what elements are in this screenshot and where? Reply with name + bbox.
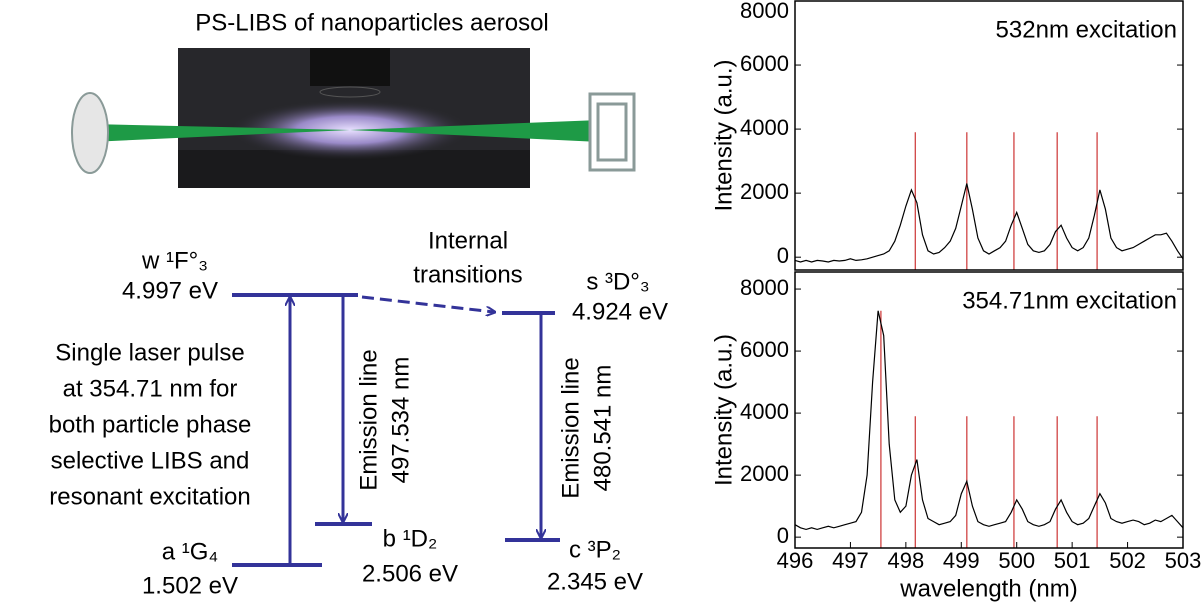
level-name: s ³D°₃ (586, 268, 649, 295)
y-tick-label: 8000 (740, 275, 789, 300)
note-line: at 354.71 nm for (63, 375, 238, 402)
y-tick-label: 2000 (740, 179, 789, 204)
y-tick-label: 2000 (740, 461, 789, 486)
emission-label: Emission line (557, 357, 584, 498)
level-energy: 2.506 eV (362, 560, 458, 587)
level-energy: 2.345 eV (547, 568, 643, 595)
x-tick-label: 503 (1165, 548, 1202, 573)
annotation: 532nm excitation (996, 16, 1177, 43)
emission-label: 497.534 nm (387, 357, 414, 484)
x-tick-label: 496 (777, 548, 814, 573)
level-energy: 1.502 eV (142, 572, 238, 599)
internal-label: transitions (413, 261, 522, 288)
y-axis-label: Intensity (a.u.) (710, 334, 737, 486)
y-tick-label: 4000 (740, 115, 789, 140)
y-tick-label: 6000 (740, 337, 789, 362)
note-line: both particle phase (49, 411, 252, 438)
level-name: c ³P₂ (569, 536, 621, 563)
y-tick-label: 8000 (740, 0, 789, 23)
x-tick-label: 502 (1109, 548, 1146, 573)
note-line: Single laser pulse (55, 339, 244, 366)
plot-frame (794, 271, 1184, 549)
x-tick-label: 501 (1054, 548, 1091, 573)
x-tick-label: 498 (887, 548, 924, 573)
y-axis-label: Intensity (a.u.) (710, 59, 737, 211)
internal-label: Internal (428, 227, 508, 254)
setup-photo (71, 48, 636, 188)
spectrum-line (794, 183, 1184, 263)
note-line: selective LIBS and (51, 447, 250, 474)
x-axis-label: wavelength (nm) (899, 575, 1077, 602)
level-energy: 4.924 eV (572, 298, 668, 325)
y-tick-label: 4000 (740, 399, 789, 424)
level-name: b ¹D₂ (383, 525, 438, 552)
annotation: 354.71nm excitation (962, 287, 1177, 314)
y-tick-label: 0 (777, 243, 789, 268)
emission-label: Emission line (355, 349, 382, 490)
x-tick-label: 500 (998, 548, 1035, 573)
note-line: resonant excitation (49, 483, 250, 510)
diagram-title: PS-LIBS of nanoparticles aerosol (195, 9, 549, 36)
level-name: a ¹G₄ (162, 538, 218, 565)
x-tick-label: 499 (943, 548, 980, 573)
level-energy: 4.997 eV (122, 277, 218, 304)
plot-frame (794, 0, 1184, 271)
y-tick-label: 6000 (740, 51, 789, 76)
spectrum-line (794, 310, 1184, 531)
emission-label: 480.541 nm (589, 365, 616, 492)
energy-levels (232, 293, 560, 567)
level-name: w ¹F°₃ (141, 247, 208, 274)
x-tick-label: 497 (832, 548, 869, 573)
y-tick-label: 0 (777, 523, 789, 548)
